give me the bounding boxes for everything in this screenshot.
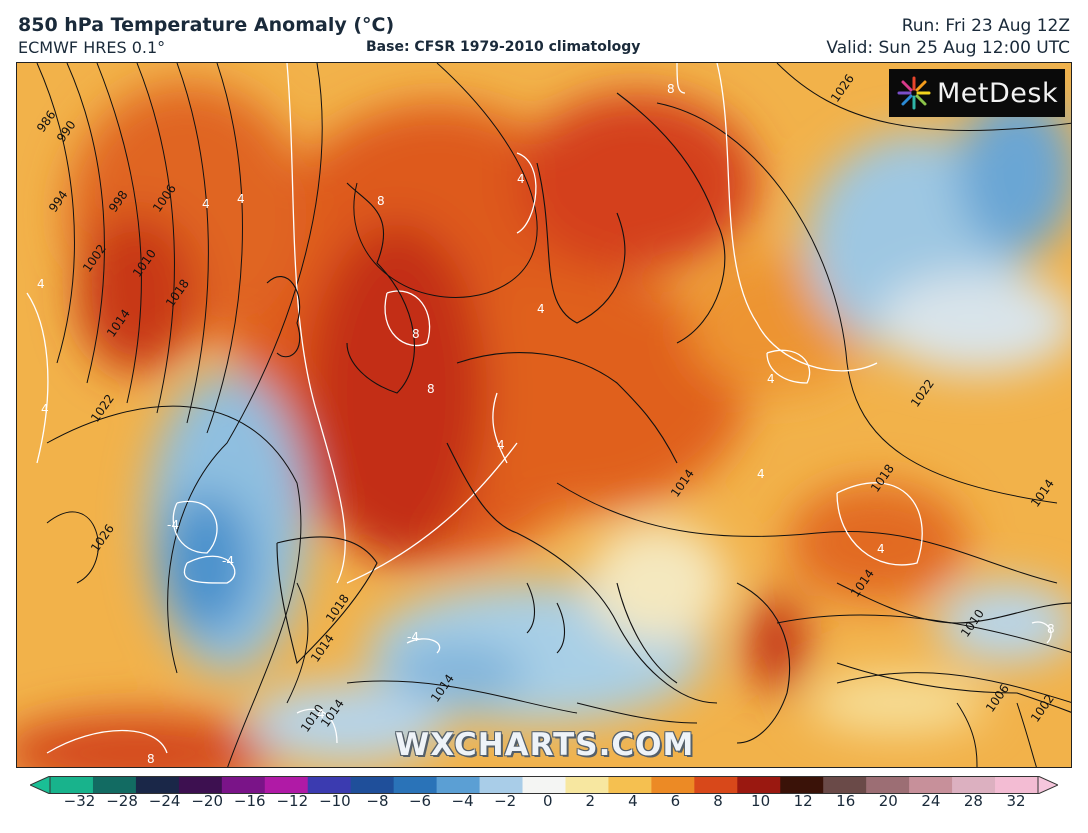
anomaly-label: -4 xyxy=(222,554,234,568)
colorbar-segment xyxy=(479,776,524,794)
colorbar-segment xyxy=(50,776,94,794)
colorbar-tick-label: 32 xyxy=(1006,792,1026,810)
colorbar-tick-label: 6 xyxy=(670,792,681,810)
colorbar-tick-label: 8 xyxy=(713,792,723,810)
anomaly-label: 4 xyxy=(517,172,525,186)
colorbar-segment xyxy=(995,776,1039,794)
colorbar-segment xyxy=(866,776,910,794)
colorbar-segment xyxy=(823,776,867,794)
colorbar-tick-label: −24 xyxy=(148,792,181,810)
colorbar-tick-label: 20 xyxy=(878,792,898,810)
anomaly-label: 8 xyxy=(1047,622,1055,636)
colorbar-segment xyxy=(307,776,352,794)
colorbar xyxy=(30,776,1058,794)
logo-text: MetDesk xyxy=(937,77,1059,109)
colorbar-segment xyxy=(221,776,266,794)
watermark: WXCHARTS.COM xyxy=(395,727,695,763)
anomaly-label: -4 xyxy=(407,630,419,644)
colorbar-tick-label: 2 xyxy=(585,792,596,810)
anomaly-labels: 4 4 4 4 4 4 4 8 8 8 8 8 -4 -4 -4 4 4 4 4 8 xyxy=(37,82,1055,766)
colorbar-tick-label: −10 xyxy=(319,792,351,810)
anomaly-label: 4 xyxy=(237,192,245,206)
colorbar-tick-label: 24 xyxy=(921,792,941,810)
colorbar-tick-label: −8 xyxy=(366,792,389,810)
colorbar-tick-label: 4 xyxy=(628,792,638,810)
anomaly-label: 4 xyxy=(317,707,325,721)
chart-title: 850 hPa Temperature Anomaly (°C) xyxy=(18,14,395,36)
colorbar-tick-label: −12 xyxy=(276,792,309,810)
colorbar-tick-label: −28 xyxy=(106,792,138,810)
colorbar-tick-label: −2 xyxy=(494,792,517,810)
anomaly-label: 4 xyxy=(757,467,765,481)
colorbar-segment xyxy=(737,776,781,794)
anomaly-label: -4 xyxy=(167,518,179,532)
colorbar-tick-label: −6 xyxy=(408,792,432,810)
colorbar-tick-label: −32 xyxy=(63,792,96,810)
metdesk-logo: MetDesk xyxy=(889,69,1065,117)
colorbar-segment xyxy=(436,776,481,794)
anomaly-label: 8 xyxy=(377,194,385,208)
run-time-label: Run: Fri 23 Aug 12Z xyxy=(901,16,1070,36)
weather-map[interactable]: 986 990 994 998 1002 1006 1010 1014 1018 1022 1026… xyxy=(16,62,1072,768)
anomaly-label: 8 xyxy=(667,82,675,96)
anomaly-label: 4 xyxy=(767,372,775,386)
colorbar-segment xyxy=(350,776,395,794)
valid-time-label: Valid: Sun 25 Aug 12:00 UTC xyxy=(826,38,1070,58)
colorbar-tick-label: 10 xyxy=(751,792,771,810)
anomaly-label: 4 xyxy=(537,302,545,316)
colorbar-tick-label: 0 xyxy=(542,792,553,810)
colorbar-ticks: −32 −28 −24 −20 −16 −12 −10 −8 −6 −4 −2 0 2 4 6 8 10 12 16… xyxy=(0,792,1088,822)
model-label: ECMWF HRES 0.1° xyxy=(18,38,166,57)
colorbar-tick-label: −4 xyxy=(451,792,474,810)
colorbar-tick-label: −20 xyxy=(191,792,223,810)
anomaly-label: 8 xyxy=(147,752,155,766)
colorbar-segment xyxy=(522,776,566,794)
colorbar-segment xyxy=(92,776,137,794)
colorbar-tick-label: −16 xyxy=(233,792,266,810)
colorbar-segment xyxy=(909,776,953,794)
colorbar-tick-label: 16 xyxy=(836,792,856,810)
colorbar-segment xyxy=(178,776,223,794)
metdesk-sunburst-icon xyxy=(897,76,931,110)
colorbar-segment xyxy=(393,776,438,794)
colorbar-segment xyxy=(565,776,609,794)
colorbar-segment xyxy=(264,776,309,794)
colorbar-segment xyxy=(952,776,996,794)
anomaly-label: 8 xyxy=(412,327,420,341)
colorbar-segment xyxy=(608,776,652,794)
colorbar-segment xyxy=(694,776,738,794)
colorbar-segment xyxy=(651,776,695,794)
colorbar-tick-label: 12 xyxy=(793,792,813,810)
colorbar-tick-label: 28 xyxy=(963,792,983,810)
colorbar-segment xyxy=(780,776,824,794)
anomaly-label: 4 xyxy=(497,438,505,452)
anomaly-label: 4 xyxy=(877,542,885,556)
anomaly-label: 4 xyxy=(37,277,45,291)
base-climatology-label: Base: CFSR 1979-2010 climatology xyxy=(366,39,641,55)
colorbar-segment xyxy=(135,776,180,794)
anomaly-label: 4 xyxy=(202,197,210,211)
anomaly-label: 4 xyxy=(41,402,49,416)
anomaly-label: 8 xyxy=(427,382,435,396)
